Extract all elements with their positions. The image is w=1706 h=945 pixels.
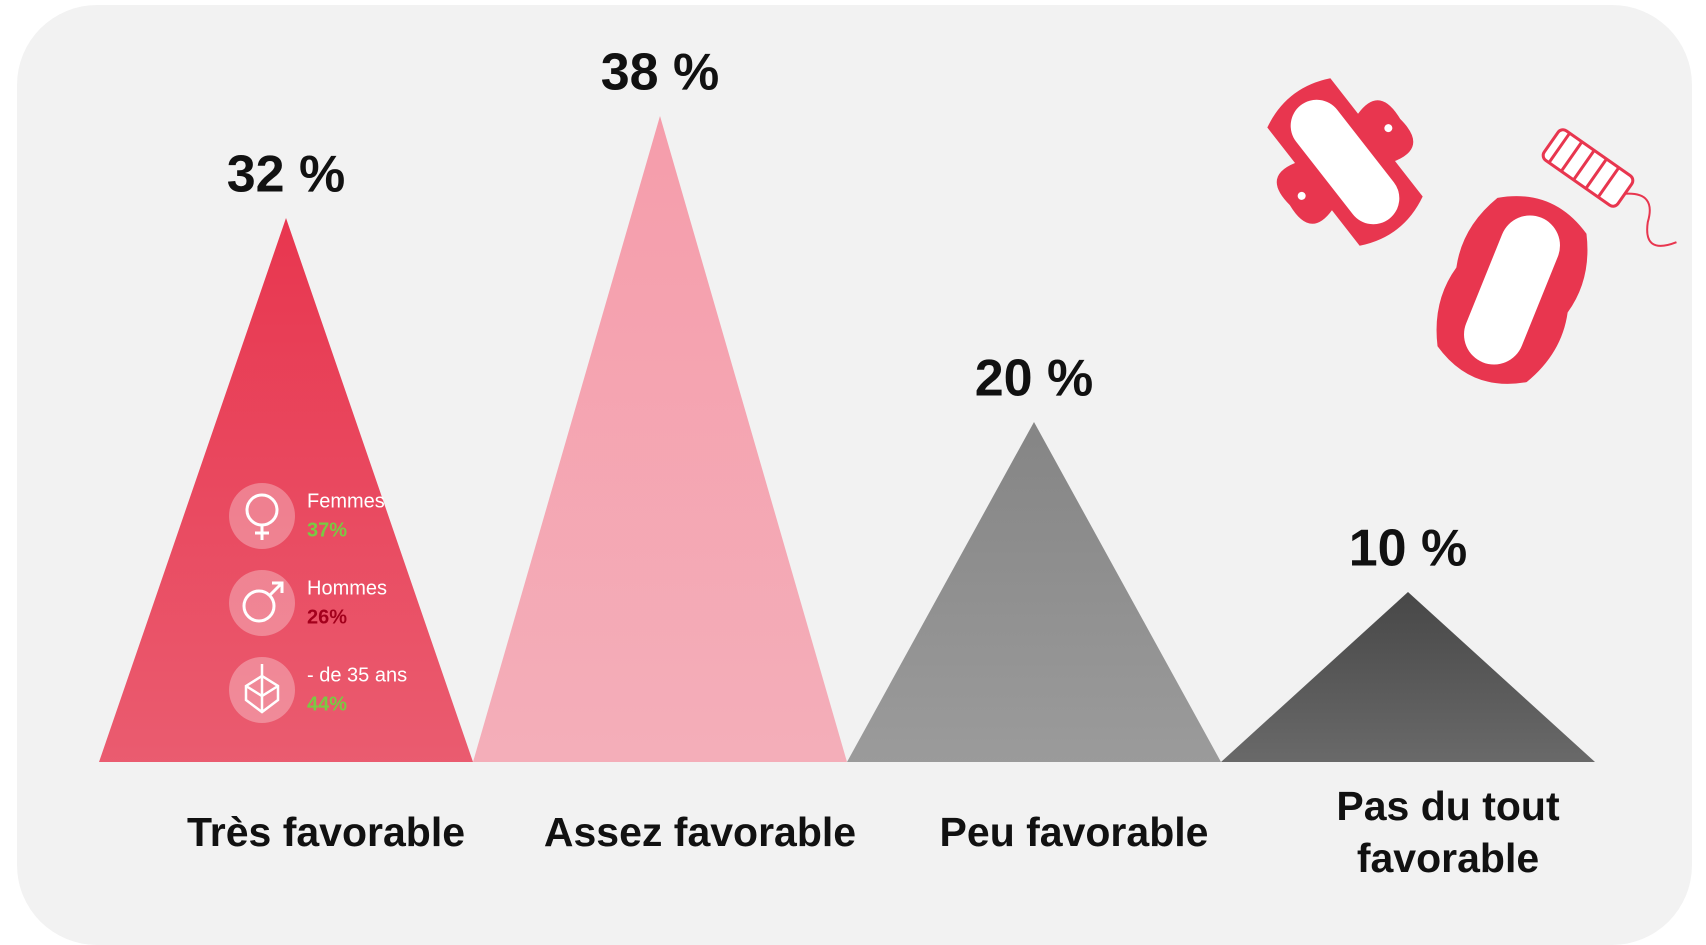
value-label: 20 % — [975, 350, 1094, 408]
decoration — [1267, 78, 1677, 384]
category-label: Pas du tout favorable — [1336, 783, 1560, 881]
triangle-bar — [473, 116, 847, 762]
category-label: Très favorable — [186, 809, 466, 855]
annotation-label: Femmes — [307, 490, 385, 512]
triangle-bar — [1221, 592, 1595, 762]
annotation-value: 26% — [307, 606, 347, 628]
value-label: 10 % — [1349, 520, 1468, 578]
icon-circle — [229, 483, 295, 549]
category-label: Peu favorable — [939, 809, 1209, 855]
annotation-icon — [229, 657, 295, 723]
annotation-label: - de 35 ans — [307, 664, 407, 686]
annotation-value: 37% — [307, 519, 347, 541]
triangle-bar — [847, 422, 1221, 762]
value-label: 32 % — [227, 146, 346, 204]
icon — [255, 525, 269, 540]
icon — [268, 581, 284, 597]
annotation-icon — [229, 483, 295, 549]
annotation-icon — [229, 570, 295, 636]
triangle-bar — [99, 218, 473, 762]
icon — [242, 589, 276, 623]
annotation-value: 44% — [307, 693, 347, 715]
annotation-label: Hommes — [307, 577, 387, 599]
icon-circle — [229, 570, 295, 636]
icon — [244, 664, 280, 714]
category-label: Assez favorable — [543, 809, 857, 855]
value-label: 38 % — [601, 44, 720, 102]
